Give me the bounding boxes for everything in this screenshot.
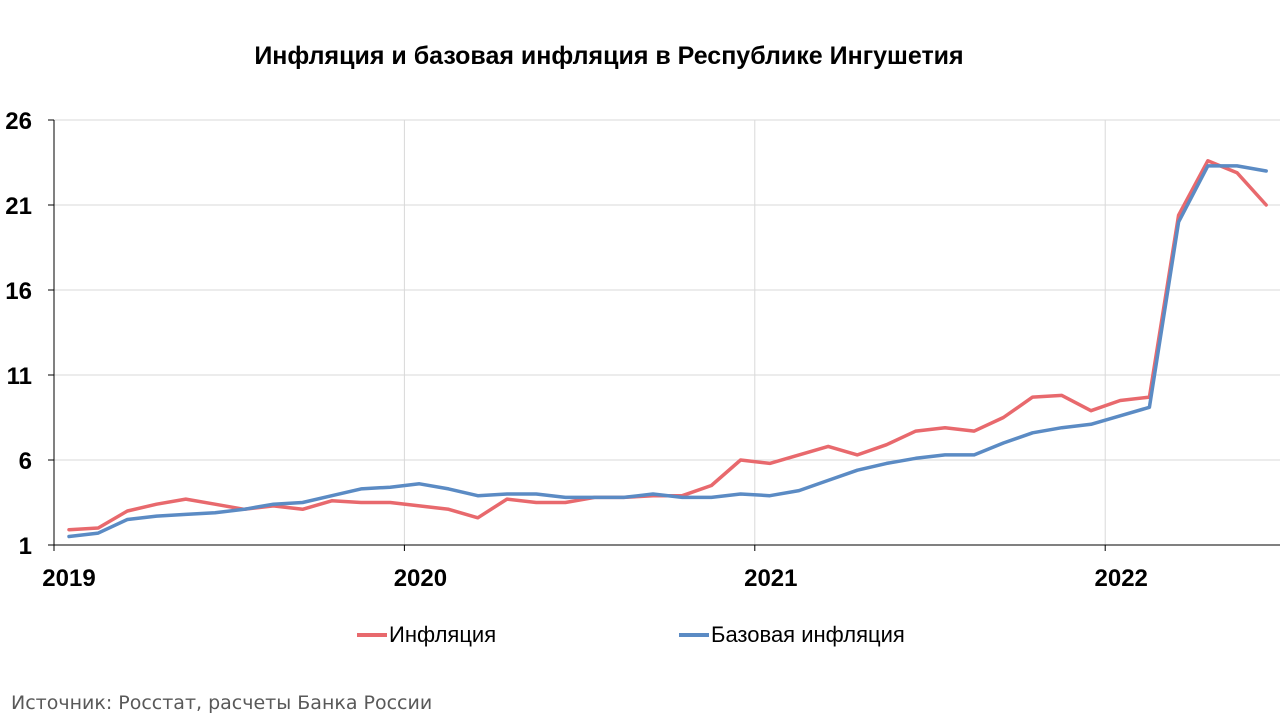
y-tick-label: 21: [5, 193, 32, 220]
x-tick-label: 2022: [1095, 565, 1148, 592]
y-tick-label: 26: [5, 108, 32, 135]
x-tick-label: 2019: [42, 565, 95, 592]
legend-item-core-inflation: Базовая инфляция: [679, 620, 905, 650]
chart-title: Инфляция и базовая инфляция в Республике…: [254, 42, 964, 70]
inflation-line: [67, 159, 1268, 532]
axes: [48, 119, 1280, 551]
legend-swatch-core-inflation: [679, 633, 709, 637]
x-tick-label: 2021: [744, 565, 797, 592]
x-tick-label: 2020: [394, 565, 447, 592]
legend-label-inflation: Инфляция: [389, 622, 497, 647]
grid-lines: [54, 119, 1280, 545]
legend-item-inflation: Инфляция: [357, 620, 496, 650]
y-tick-label: 6: [19, 448, 32, 475]
legend-swatch-inflation: [357, 633, 387, 637]
y-tick-label: 16: [5, 278, 32, 305]
source-note: Источник: Росстат, расчеты Банка России: [11, 692, 433, 714]
series-layer: [67, 159, 1268, 539]
y-tick-label: 11: [7, 363, 32, 390]
core-inflation-line: [67, 164, 1268, 539]
legend-label-core-inflation: Базовая инфляция: [711, 622, 905, 647]
y-tick-label: 1: [19, 533, 32, 560]
